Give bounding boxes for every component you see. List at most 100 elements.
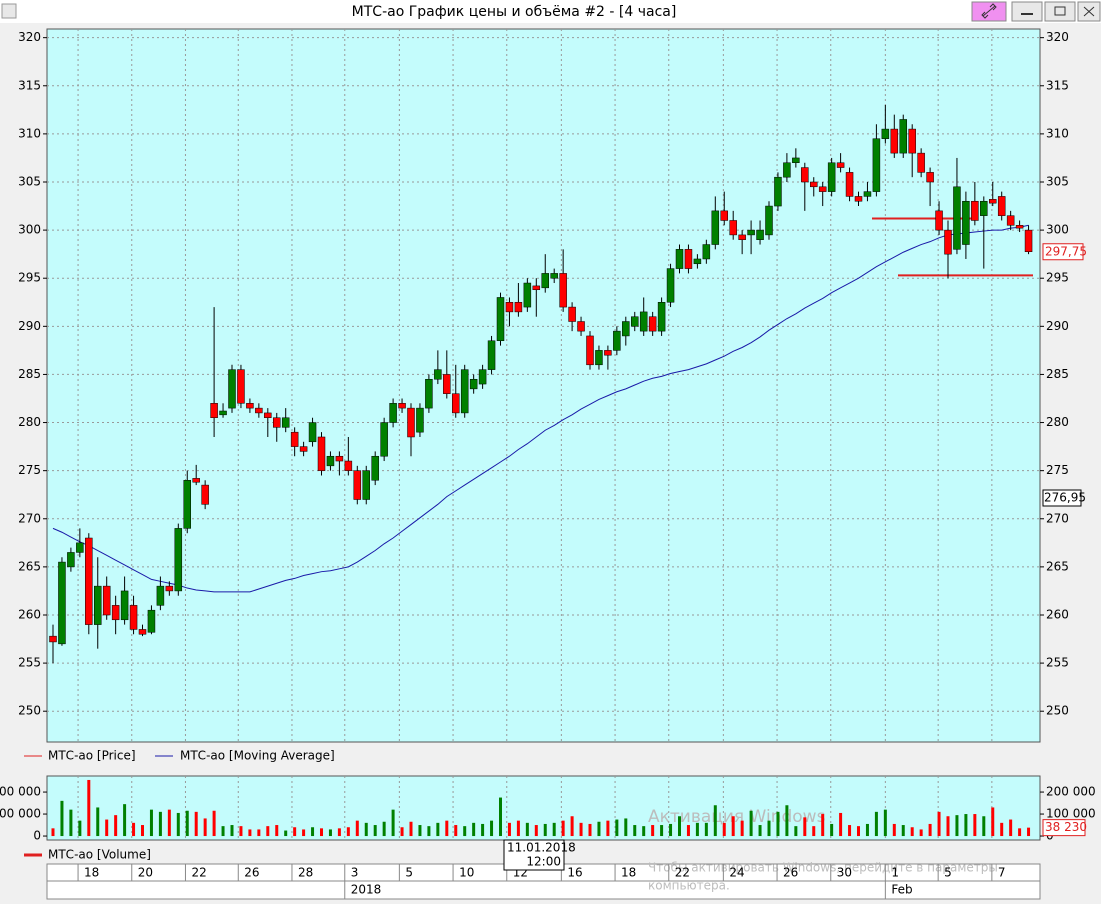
candle-body xyxy=(845,172,854,197)
candle-body xyxy=(1006,215,1015,226)
candle-body xyxy=(935,210,943,231)
watermark-line: компьютера. xyxy=(648,879,730,893)
volume-bar xyxy=(185,810,189,837)
candle-body xyxy=(863,191,872,197)
candle-body xyxy=(997,196,1006,216)
volume-bar xyxy=(141,825,144,837)
volume-bar xyxy=(794,826,798,837)
volume-bar xyxy=(436,822,440,837)
volume-bar xyxy=(695,822,699,837)
window-icon[interactable] xyxy=(1,3,17,19)
volume-bar xyxy=(51,828,55,837)
candle-body xyxy=(326,455,335,467)
volume-bar xyxy=(346,827,350,837)
y-tick-label: 250 xyxy=(18,704,41,718)
candle-body xyxy=(595,350,603,366)
candle-body xyxy=(255,407,263,414)
volume-bar xyxy=(78,820,82,837)
volume-bar xyxy=(964,814,968,837)
volume-bar xyxy=(982,816,986,837)
y-tick-label: 275 xyxy=(18,463,41,477)
moving-average-line xyxy=(52,224,1029,593)
candle-body xyxy=(228,369,236,409)
y-tick-label: 255 xyxy=(18,656,41,670)
candle-body xyxy=(604,350,612,356)
volume-bar xyxy=(937,811,941,837)
volume-bar xyxy=(266,826,270,837)
volume-bar xyxy=(776,811,780,837)
volume-bar xyxy=(579,822,583,837)
volume-bar xyxy=(651,825,655,837)
candle-body xyxy=(532,285,541,291)
candle-body xyxy=(818,186,827,192)
volume-bar xyxy=(946,816,950,837)
volume-bar xyxy=(749,810,753,837)
candle-body xyxy=(102,585,111,616)
y-tick-label: 260 xyxy=(1046,607,1069,621)
y-tick-label: 200 000 xyxy=(0,785,41,799)
volume-bar xyxy=(669,823,673,837)
volume-bar xyxy=(96,807,100,837)
volume-bar xyxy=(928,823,932,837)
y-tick-label: 295 xyxy=(1046,271,1069,285)
candle-body xyxy=(1024,229,1033,253)
volume-bar xyxy=(114,815,118,837)
volume-bar xyxy=(364,822,368,837)
volume-bar xyxy=(382,821,386,837)
candle-body xyxy=(514,302,523,313)
restore-icon xyxy=(1054,6,1066,16)
volume-bar xyxy=(785,805,789,837)
volume-bar xyxy=(892,823,896,837)
y-tick-label: 280 xyxy=(18,415,41,429)
candle-body xyxy=(434,369,442,380)
volume-bar xyxy=(221,826,225,837)
volume-bar xyxy=(740,820,744,837)
volume-bar xyxy=(337,828,341,837)
volume-bar xyxy=(328,829,332,837)
y-tick-label: 250 xyxy=(1046,704,1069,718)
volume-bar xyxy=(391,809,395,837)
volume-bar xyxy=(463,826,467,837)
volume-bar xyxy=(212,810,216,837)
candle-body xyxy=(568,306,576,322)
candle-body xyxy=(380,422,388,457)
y-tick-label: 295 xyxy=(18,271,41,285)
candle-body xyxy=(711,210,720,245)
candle-body xyxy=(273,417,281,428)
volume-bar xyxy=(167,809,171,837)
candle-body xyxy=(899,119,907,154)
y-tick-label: 270 xyxy=(18,511,41,525)
volume-bar xyxy=(803,817,807,837)
minimize-button[interactable] xyxy=(1011,1,1043,22)
candle-body xyxy=(344,460,353,471)
candle-body xyxy=(980,200,988,216)
volume-bar xyxy=(624,818,628,837)
candle-body xyxy=(944,229,952,255)
x-tick-label: 5 xyxy=(944,866,952,880)
legend-label: МТС-ао [Volume] xyxy=(48,848,151,862)
volume-bar xyxy=(105,819,109,837)
volume-bar xyxy=(588,823,592,837)
y-tick-label: 100 000 xyxy=(1046,807,1096,821)
volume-bar xyxy=(848,825,852,837)
volume-bar xyxy=(552,822,556,837)
candle-body xyxy=(854,196,863,202)
candle-body xyxy=(657,302,666,332)
candle-body xyxy=(165,585,174,592)
volume-bar xyxy=(561,820,565,837)
restore-button[interactable] xyxy=(1044,1,1076,22)
x-tick-label: 22 xyxy=(675,866,690,880)
volume-bar xyxy=(149,809,153,837)
candle-body xyxy=(425,378,433,409)
candle-body xyxy=(577,321,585,332)
volume-bar xyxy=(704,822,708,837)
volume-bar xyxy=(176,812,180,837)
candle-body xyxy=(1015,225,1024,229)
candle-body xyxy=(613,330,621,351)
y-tick-label: 310 xyxy=(18,126,41,140)
y-tick-label: 100 000 xyxy=(0,807,41,821)
volume-bar xyxy=(427,826,431,837)
candle-body xyxy=(908,128,916,154)
candle-body xyxy=(407,407,415,438)
